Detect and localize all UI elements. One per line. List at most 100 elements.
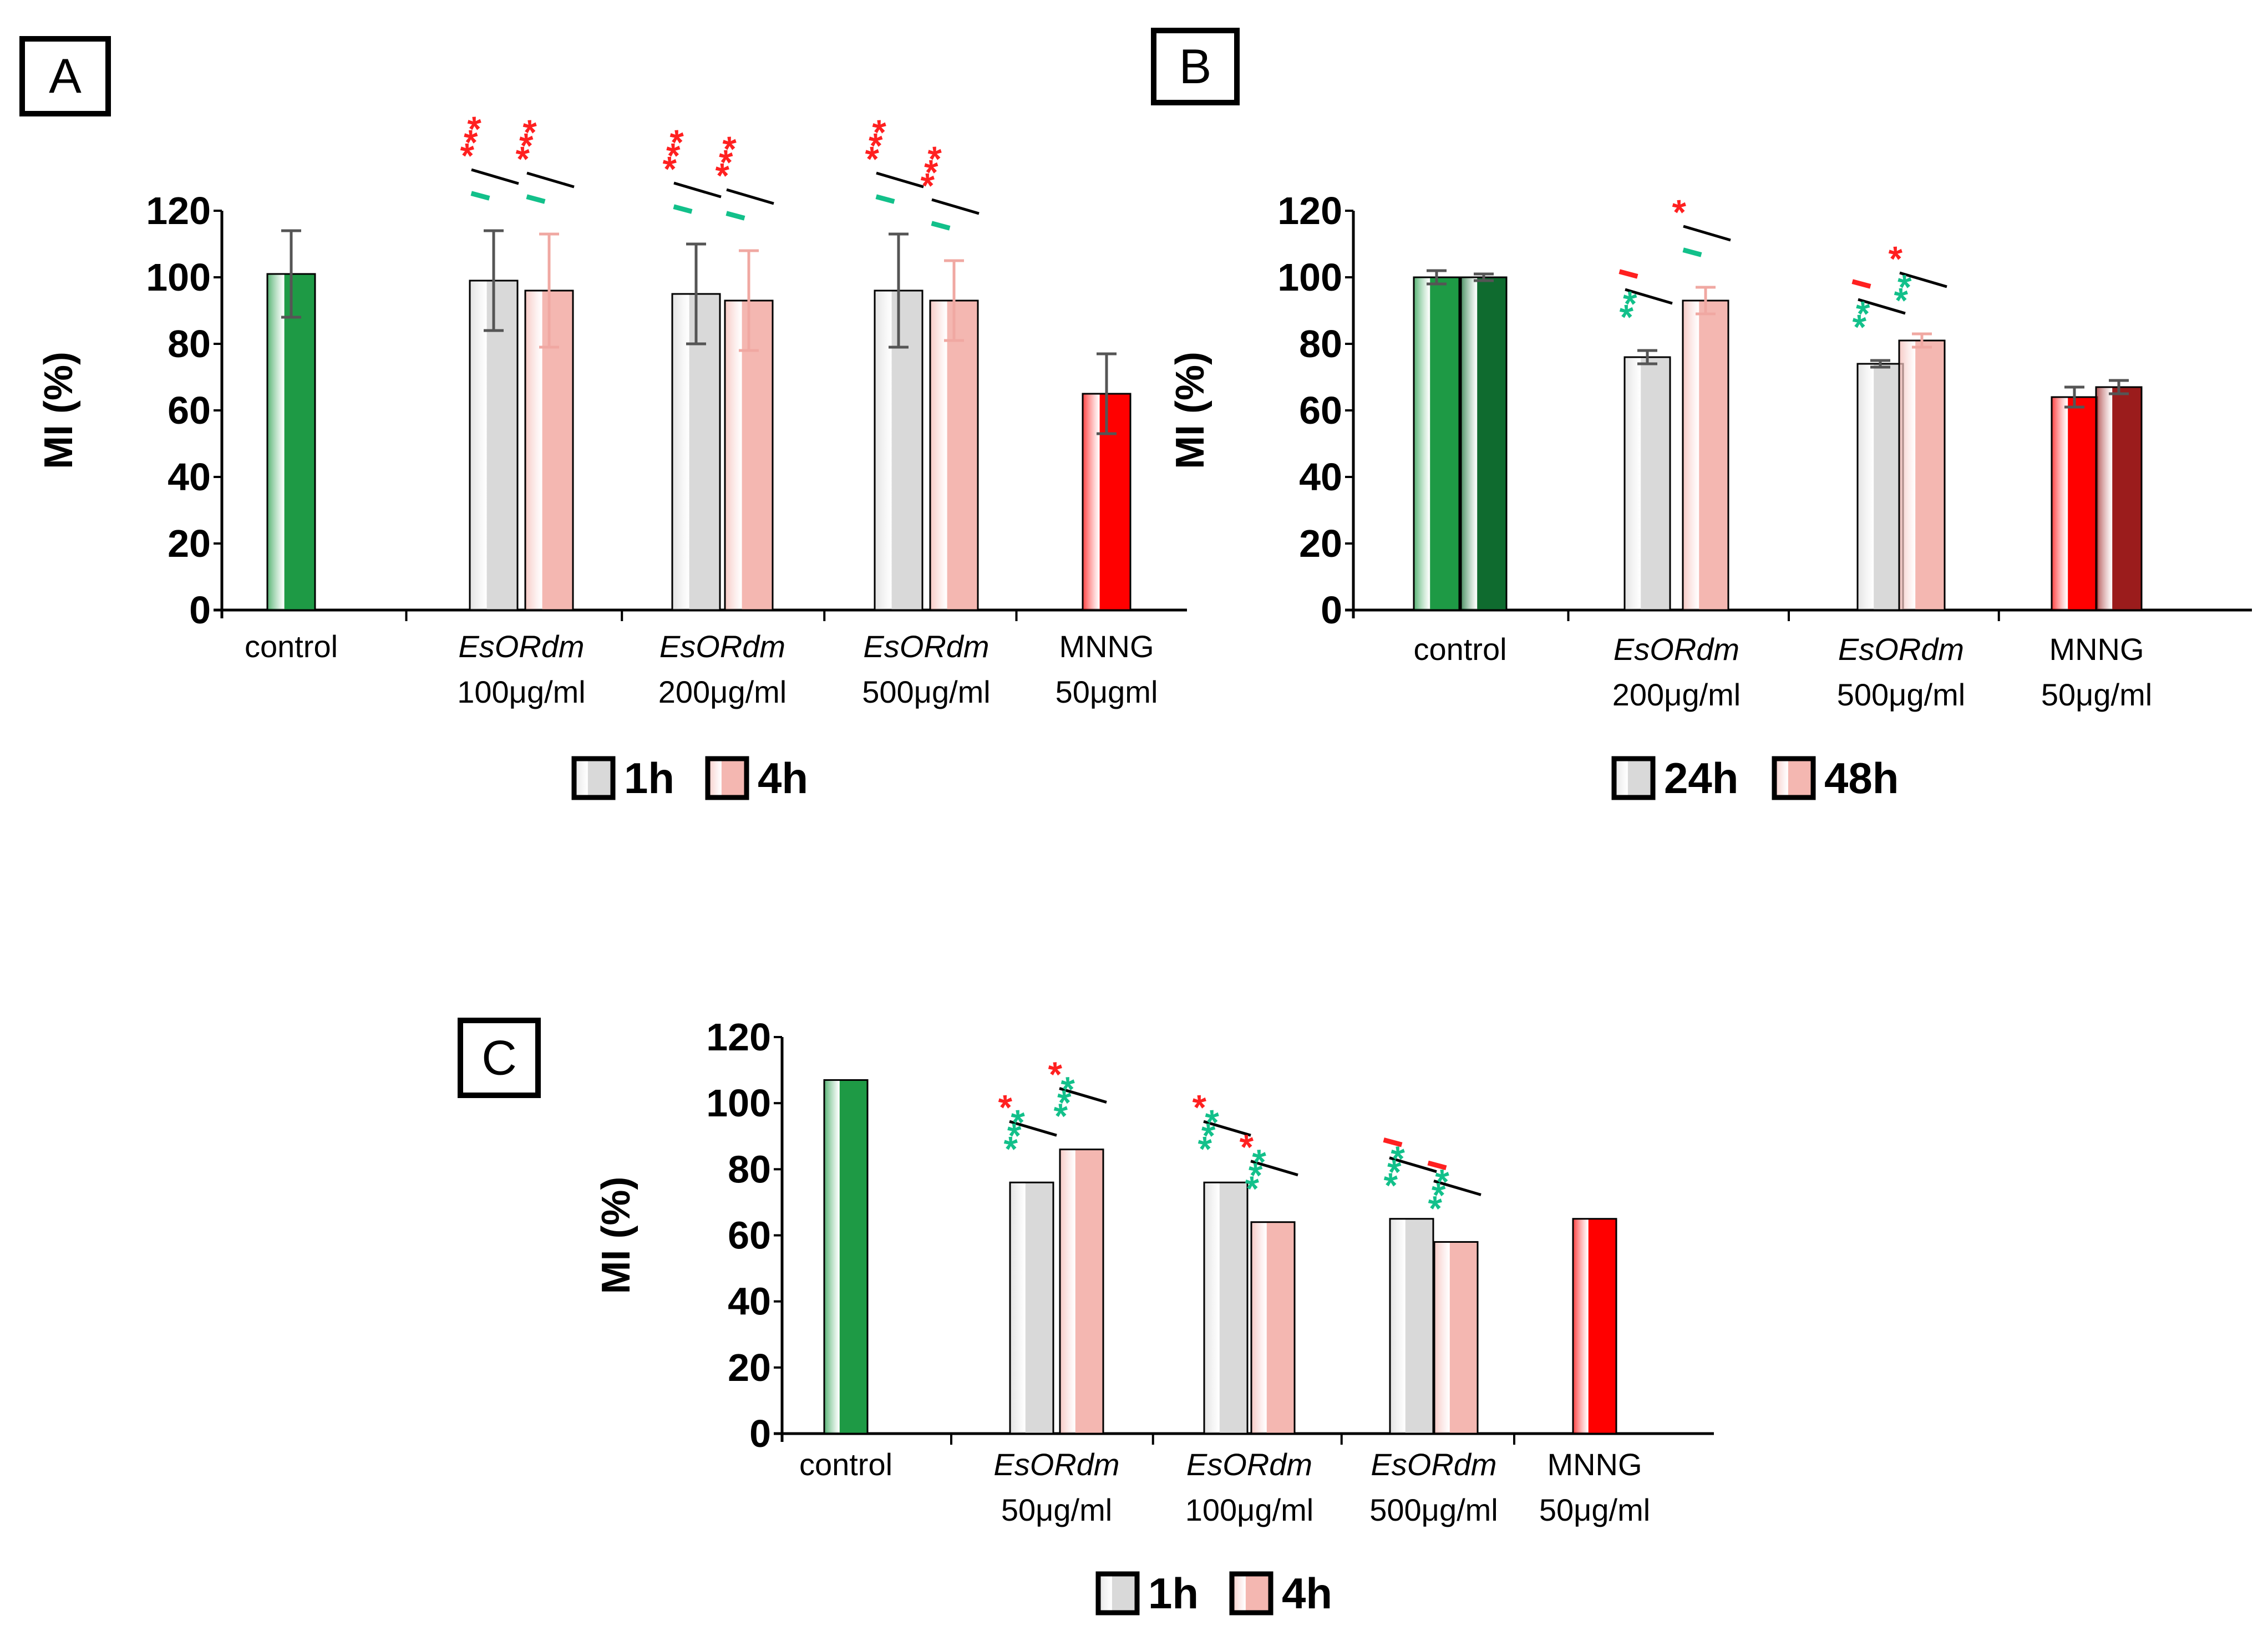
bar bbox=[2051, 396, 2098, 611]
category-label: EsORdm bbox=[1838, 632, 1964, 667]
legend-swatch bbox=[1772, 756, 1816, 800]
y-tick-label: 20 bbox=[1299, 522, 1342, 565]
y-axis-label: MI (%) bbox=[1168, 352, 1212, 469]
category-label: EsORdm bbox=[863, 629, 989, 664]
bar bbox=[1856, 363, 1904, 611]
category-label: 100μg/ml bbox=[1185, 1492, 1314, 1527]
legend-swatch bbox=[571, 756, 616, 800]
significance-bracket bbox=[876, 171, 924, 189]
category-label: 50μg/ml bbox=[2041, 677, 2152, 712]
legend-label: 1h bbox=[624, 754, 674, 802]
bar bbox=[1898, 339, 1946, 611]
significance-bracket bbox=[931, 198, 980, 215]
panel-letter-box bbox=[1151, 28, 1240, 105]
panel-letter-box bbox=[458, 1018, 541, 1098]
bar bbox=[1433, 1241, 1479, 1435]
significance-bracket bbox=[1203, 1120, 1251, 1137]
bar bbox=[1250, 1221, 1296, 1435]
significance-bracket bbox=[726, 188, 774, 205]
y-tick-label: 40 bbox=[1299, 455, 1342, 499]
y-tick-label: 60 bbox=[168, 389, 211, 432]
category-label: EsORdm bbox=[1614, 632, 1739, 667]
category-label: MNNG bbox=[2049, 632, 2144, 667]
bar bbox=[266, 273, 316, 611]
significance-bracket bbox=[1250, 1160, 1298, 1177]
chart-panel-a: A 0 20 40 60 80 100 120 MI (%) control EsORdm 100μg… bbox=[19, 36, 1187, 802]
category-label: 500μg/ml bbox=[1837, 677, 1966, 712]
bar bbox=[1059, 1149, 1104, 1435]
significance-bracket bbox=[1433, 1180, 1481, 1196]
bar bbox=[1623, 356, 1671, 611]
legend-label: 1h bbox=[1148, 1569, 1199, 1618]
legend-swatch bbox=[1611, 756, 1656, 800]
y-tick-label: 0 bbox=[749, 1412, 771, 1455]
y-tick-label: 100 bbox=[146, 256, 211, 299]
bar bbox=[1682, 299, 1729, 611]
panel-letter: B bbox=[1179, 39, 1212, 94]
legend-swatch bbox=[705, 756, 749, 800]
y-tick-label: 120 bbox=[706, 1015, 771, 1059]
panel-letter: A bbox=[49, 49, 82, 104]
category-label: MNNG bbox=[1059, 629, 1154, 664]
significance-bracket bbox=[471, 168, 519, 185]
legend-label: 4h bbox=[758, 754, 808, 802]
category-label: 50μg/ml bbox=[1001, 1492, 1112, 1527]
category-label: control bbox=[1413, 632, 1506, 667]
category-label: 100μg/ml bbox=[457, 674, 586, 709]
significance-bracket bbox=[1899, 271, 1947, 288]
y-tick-label: 40 bbox=[728, 1280, 771, 1323]
y-tick-label: 20 bbox=[728, 1346, 771, 1389]
bar bbox=[2095, 386, 2143, 611]
significance-bracket bbox=[1389, 1156, 1437, 1173]
bar bbox=[1460, 276, 1508, 611]
category-label: control bbox=[799, 1447, 892, 1482]
bar bbox=[1009, 1181, 1054, 1435]
category-label: EsORdm bbox=[1186, 1447, 1312, 1482]
y-tick-label: 120 bbox=[1277, 189, 1342, 232]
y-tick-label: 0 bbox=[189, 588, 211, 632]
category-label: 500μg/ml bbox=[862, 674, 991, 709]
category-label: EsORdm bbox=[993, 1447, 1119, 1482]
bar bbox=[1572, 1218, 1617, 1435]
y-axis-label: MI (%) bbox=[594, 1177, 638, 1294]
significance-bracket bbox=[673, 181, 722, 199]
significance-bracket bbox=[526, 171, 575, 189]
y-tick-label: 80 bbox=[1299, 322, 1342, 365]
category-label: EsORdm bbox=[458, 629, 584, 664]
legend-swatch bbox=[1095, 1571, 1140, 1615]
legend-label: 48h bbox=[1824, 754, 1899, 802]
y-tick-label: 80 bbox=[168, 322, 211, 365]
y-tick-label: 100 bbox=[706, 1081, 771, 1125]
y-tick-label: 100 bbox=[1277, 256, 1342, 299]
significance-bracket bbox=[1683, 225, 1731, 242]
significance-bracket bbox=[1059, 1087, 1107, 1104]
bar bbox=[1413, 276, 1460, 611]
panel-letter-box bbox=[19, 36, 111, 116]
category-label: EsORdm bbox=[659, 629, 785, 664]
category-label: 200μg/ml bbox=[658, 674, 787, 709]
y-tick-label: 40 bbox=[168, 455, 211, 499]
bar bbox=[823, 1079, 869, 1435]
category-label: 200μg/ml bbox=[1612, 677, 1741, 712]
significance-bracket bbox=[1625, 288, 1673, 305]
bar bbox=[1389, 1218, 1434, 1435]
legend-label: 24h bbox=[1664, 754, 1738, 802]
bar bbox=[671, 293, 721, 611]
significance-bracket bbox=[1858, 298, 1906, 315]
bar bbox=[1203, 1181, 1249, 1435]
y-tick-label: 60 bbox=[728, 1214, 771, 1257]
category-label: 50μg/ml bbox=[1539, 1492, 1650, 1527]
panel-letter: C bbox=[481, 1030, 517, 1085]
bar bbox=[929, 299, 979, 611]
category-label: MNNG bbox=[1547, 1447, 1642, 1482]
y-tick-label: 0 bbox=[1321, 588, 1342, 632]
category-label: 500μg/ml bbox=[1369, 1492, 1498, 1527]
y-tick-label: 60 bbox=[1299, 389, 1342, 432]
y-tick-label: 120 bbox=[146, 189, 211, 232]
legend-swatch bbox=[1229, 1571, 1273, 1615]
y-tick-label: 80 bbox=[728, 1147, 771, 1191]
chart-panel-b: B 0 20 40 60 80 100 120 MI (%) control EsORdm 200μg… bbox=[1151, 28, 2252, 802]
y-tick-label: 20 bbox=[168, 522, 211, 565]
